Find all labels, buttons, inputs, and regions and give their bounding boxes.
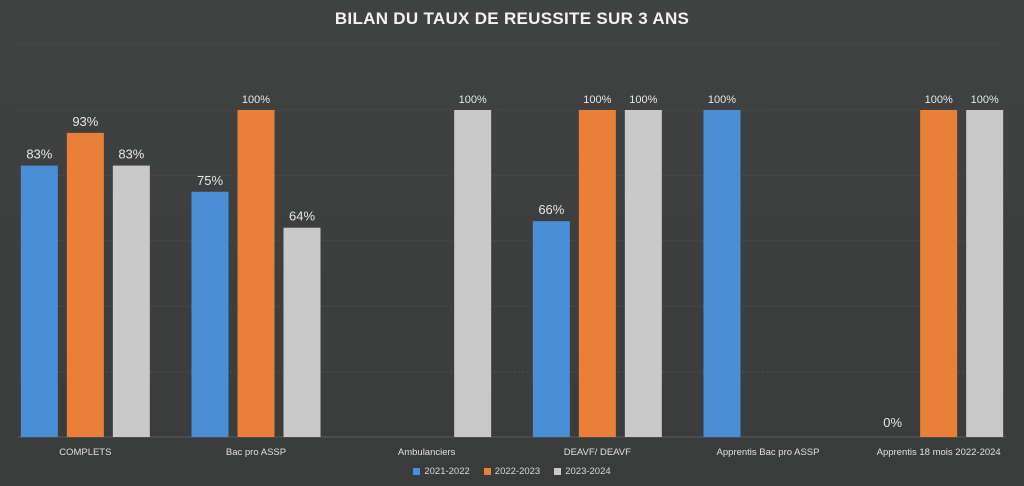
data-label-2-6: 100% [925, 94, 953, 106]
data-label-1-2: 75% [197, 173, 223, 188]
legend-swatch-series-2 [483, 468, 491, 475]
bar-3-6 [966, 110, 1004, 437]
data-label-1-1: 83% [26, 147, 52, 162]
data-label-1-6: 0% [883, 415, 902, 430]
legend-swatch-series-3 [554, 468, 562, 475]
legend-item-series-2: 2022-2023 [483, 466, 541, 477]
bar-1-2 [191, 191, 229, 437]
bar-3-2 [283, 227, 321, 437]
bar-2-4 [578, 110, 616, 437]
legend-label-series-3: 2023-2024 [565, 466, 611, 477]
data-label-1-4: 66% [538, 202, 564, 217]
legend-item-series-3: 2023-2024 [554, 466, 611, 477]
x-tick-label-4: DEAVF/ DEAVF [564, 447, 631, 458]
data-label-2-4: 100% [583, 94, 611, 106]
data-label-3-6: 100% [971, 94, 999, 106]
x-tick-label-1: COMPLETS [59, 447, 111, 458]
data-label-1-5: 100% [708, 94, 736, 106]
data-label-3-1: 83% [118, 147, 144, 162]
legend-label-series-2: 2022-2023 [494, 466, 541, 477]
data-label-3-4: 100% [629, 94, 657, 106]
bar-1-1 [20, 165, 58, 437]
legend-label-series-1: 2021-2022 [424, 466, 470, 477]
bar-2-6 [920, 110, 958, 437]
data-label-3-3: 100% [459, 94, 487, 106]
legend-swatch-series-1 [413, 468, 421, 475]
x-tick-label-3: Ambulanciers [398, 447, 456, 458]
x-tick-label-2: Bac pro ASSP [226, 447, 286, 458]
data-label-2-1: 93% [72, 114, 98, 129]
bar-3-1 [112, 165, 150, 437]
bar-2-1 [66, 132, 104, 437]
bar-3-3 [454, 110, 492, 437]
bar-3-4 [624, 110, 662, 437]
bar-1-5 [703, 110, 741, 437]
data-label-3-2: 64% [289, 209, 315, 224]
x-tick-label-5: Apprentis Bac pro ASSP [717, 447, 820, 458]
data-label-2-2: 100% [242, 94, 270, 106]
x-tick-label-6: Apprentis 18 mois 2022-2024 [877, 447, 1001, 458]
legend-item-series-1: 2021-2022 [413, 466, 470, 477]
chart-title: BILAN DU TAUX DE REUSSITE SUR 3 ANS [334, 9, 690, 28]
bar-2-2 [237, 110, 275, 437]
bar-1-4 [532, 221, 570, 437]
legend: 2021-2022 2022-2023 2023-2024 [0, 466, 1024, 477]
